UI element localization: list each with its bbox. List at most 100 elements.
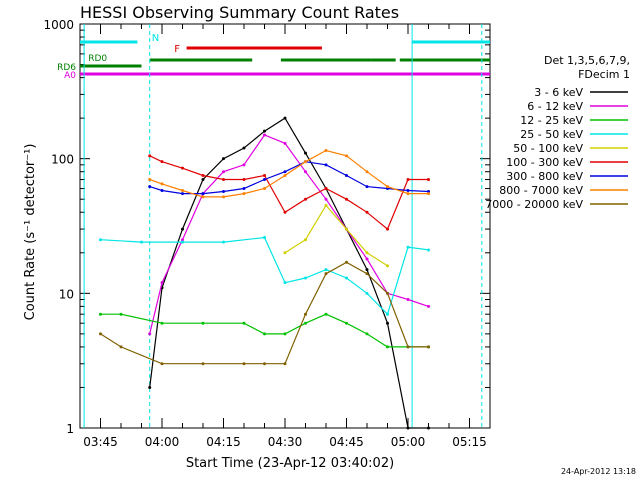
data-point bbox=[201, 362, 205, 366]
data-point bbox=[345, 227, 348, 231]
data-point bbox=[406, 297, 410, 301]
flag-label-f: F bbox=[174, 44, 180, 55]
data-point bbox=[345, 260, 348, 264]
legend-label: 6 - 12 keV bbox=[527, 100, 583, 113]
data-point bbox=[160, 160, 164, 164]
legend-label: 50 - 100 keV bbox=[513, 142, 583, 155]
legend-title-line-1: Det 1,3,5,6,7,9, bbox=[544, 54, 630, 67]
data-point bbox=[386, 227, 389, 231]
data-point bbox=[304, 170, 307, 174]
data-point bbox=[365, 185, 369, 189]
data-point bbox=[181, 238, 184, 242]
data-point bbox=[283, 210, 287, 214]
series-line-8 bbox=[100, 261, 429, 365]
data-point bbox=[283, 332, 287, 336]
y-tick-label: 100 bbox=[51, 153, 74, 167]
x-tick-label: 05:15 bbox=[452, 435, 487, 449]
data-point bbox=[160, 321, 164, 325]
data-point bbox=[148, 385, 152, 389]
data-point bbox=[263, 133, 266, 137]
data-point bbox=[304, 238, 307, 242]
data-point bbox=[304, 321, 307, 325]
flag-label-rd0: RD0 bbox=[88, 54, 107, 64]
data-point bbox=[99, 332, 102, 336]
data-point bbox=[201, 173, 205, 177]
data-point bbox=[283, 173, 287, 177]
data-point bbox=[242, 146, 246, 150]
data-point bbox=[263, 187, 266, 191]
data-point bbox=[386, 291, 389, 295]
data-point bbox=[242, 178, 246, 182]
y-axis-label: Count Rate (s⁻¹ detector⁻¹) bbox=[23, 144, 38, 321]
legend-label: 3 - 6 keV bbox=[534, 86, 583, 99]
data-point bbox=[345, 197, 348, 201]
data-point bbox=[427, 178, 430, 182]
data-point bbox=[181, 227, 184, 231]
data-point bbox=[365, 268, 369, 272]
data-point bbox=[263, 129, 266, 133]
timestamp: 24-Apr-2012 13:18 bbox=[561, 467, 636, 476]
data-point bbox=[304, 151, 307, 155]
data-point bbox=[324, 148, 328, 152]
x-tick-label: 05:00 bbox=[391, 435, 426, 449]
data-point bbox=[222, 195, 225, 199]
data-point bbox=[160, 182, 164, 186]
data-point bbox=[386, 312, 389, 316]
data-point bbox=[201, 178, 205, 182]
x-tick-label: 03:45 bbox=[83, 435, 118, 449]
y-tick-label: 1000 bbox=[43, 18, 74, 32]
data-point bbox=[148, 154, 152, 158]
data-point bbox=[263, 332, 266, 336]
data-point bbox=[148, 185, 152, 189]
series-line-1 bbox=[149, 134, 429, 335]
data-point bbox=[222, 190, 225, 194]
data-point bbox=[406, 426, 410, 430]
data-point bbox=[304, 276, 307, 280]
data-point bbox=[242, 321, 246, 325]
data-point bbox=[406, 192, 410, 196]
data-point bbox=[222, 170, 225, 174]
data-point bbox=[242, 192, 246, 196]
data-point bbox=[406, 245, 410, 249]
legend-label: 25 - 50 keV bbox=[520, 128, 583, 141]
data-point bbox=[148, 332, 152, 336]
x-tick-label: 04:30 bbox=[268, 435, 303, 449]
data-point bbox=[386, 345, 389, 349]
data-point bbox=[119, 312, 123, 316]
data-point bbox=[222, 157, 225, 161]
chart-title: HESSI Observing Summary Count Rates bbox=[80, 3, 399, 22]
data-point bbox=[160, 281, 164, 285]
legend-label: 800 - 7000 keV bbox=[499, 184, 583, 197]
data-point bbox=[406, 189, 410, 193]
y-tick-label: 10 bbox=[59, 287, 74, 301]
data-point bbox=[345, 173, 348, 177]
data-point bbox=[427, 345, 430, 349]
series-line-7 bbox=[149, 149, 429, 198]
data-point bbox=[324, 197, 328, 201]
data-point bbox=[283, 116, 287, 120]
x-tick-label: 04:45 bbox=[329, 435, 364, 449]
data-point bbox=[140, 240, 143, 244]
data-point bbox=[119, 345, 123, 349]
data-point bbox=[324, 203, 328, 207]
data-point bbox=[99, 238, 102, 242]
data-point bbox=[283, 362, 287, 366]
flag-label-a0: A0 bbox=[64, 71, 76, 81]
data-point bbox=[304, 197, 307, 201]
data-point bbox=[283, 170, 287, 174]
flag-label-n: N bbox=[152, 33, 159, 44]
data-point bbox=[345, 321, 348, 325]
data-point bbox=[222, 178, 225, 182]
data-point bbox=[181, 166, 184, 170]
data-point bbox=[386, 185, 389, 189]
data-point bbox=[406, 345, 410, 349]
data-point bbox=[427, 304, 430, 308]
data-point bbox=[365, 257, 369, 261]
data-point bbox=[324, 272, 328, 276]
data-point bbox=[427, 426, 430, 430]
data-point bbox=[365, 332, 369, 336]
data-point bbox=[283, 281, 287, 285]
data-point bbox=[324, 187, 328, 191]
data-point bbox=[386, 264, 389, 268]
